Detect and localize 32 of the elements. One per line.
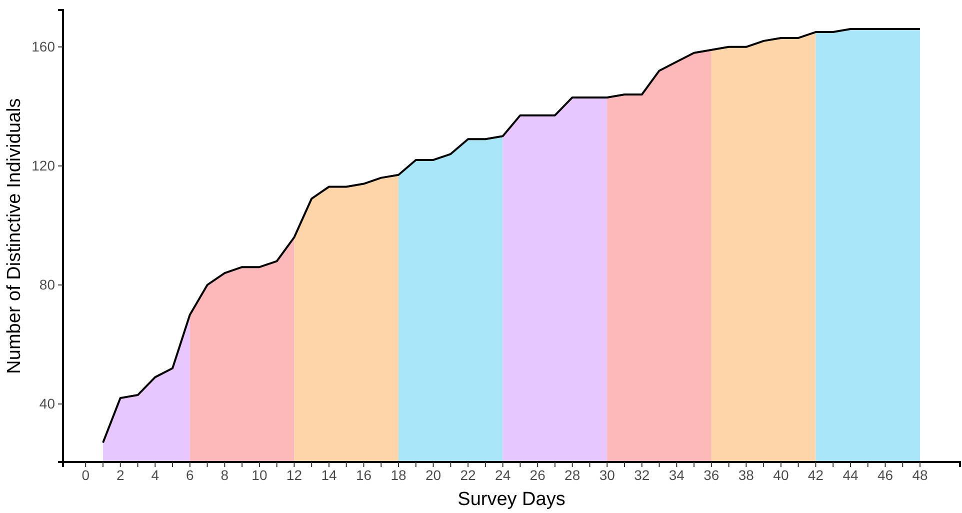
- x-tick-label: 6: [186, 466, 194, 483]
- x-tick-label: 40: [773, 466, 789, 483]
- y-tick-label: 160: [32, 38, 56, 54]
- x-tick-label: 20: [425, 466, 442, 483]
- x-tick-label: 32: [634, 466, 650, 483]
- x-tick-label: 46: [877, 466, 894, 483]
- x-tick-label: 28: [564, 466, 580, 483]
- x-tick-label: 0: [82, 466, 90, 483]
- y-axis-title: Number of Distinctive Individuals: [4, 98, 25, 374]
- x-tick-label: 2: [116, 466, 124, 483]
- x-tick-label: 16: [356, 466, 372, 483]
- x-tick-label: 24: [495, 466, 511, 483]
- y-tick-label: 120: [32, 157, 56, 174]
- y-tick-label: 80: [39, 276, 56, 292]
- line-series: [102, 28, 922, 444]
- x-tick-label: 42: [808, 466, 824, 483]
- x-tick-label: 48: [912, 466, 928, 483]
- x-tick-label: 22: [460, 466, 476, 483]
- x-axis-title: Survey Days: [458, 489, 566, 510]
- x-tick-label: 26: [530, 466, 546, 483]
- x-tick-label: 14: [321, 466, 337, 483]
- x-tick-label: 4: [151, 466, 160, 483]
- x-tick-label: 44: [842, 466, 858, 483]
- x-tick-label: 36: [704, 466, 720, 483]
- x-tick-label: 38: [738, 466, 754, 483]
- x-tick-label: 34: [668, 466, 685, 483]
- x-tick-label: 10: [252, 466, 268, 483]
- y-tick-label: 40: [39, 395, 56, 412]
- x-tick-label: 18: [390, 466, 407, 483]
- x-tick-label: 8: [220, 466, 229, 483]
- x-tick-label: 30: [599, 466, 616, 483]
- x-tick-label: 12: [286, 466, 302, 483]
